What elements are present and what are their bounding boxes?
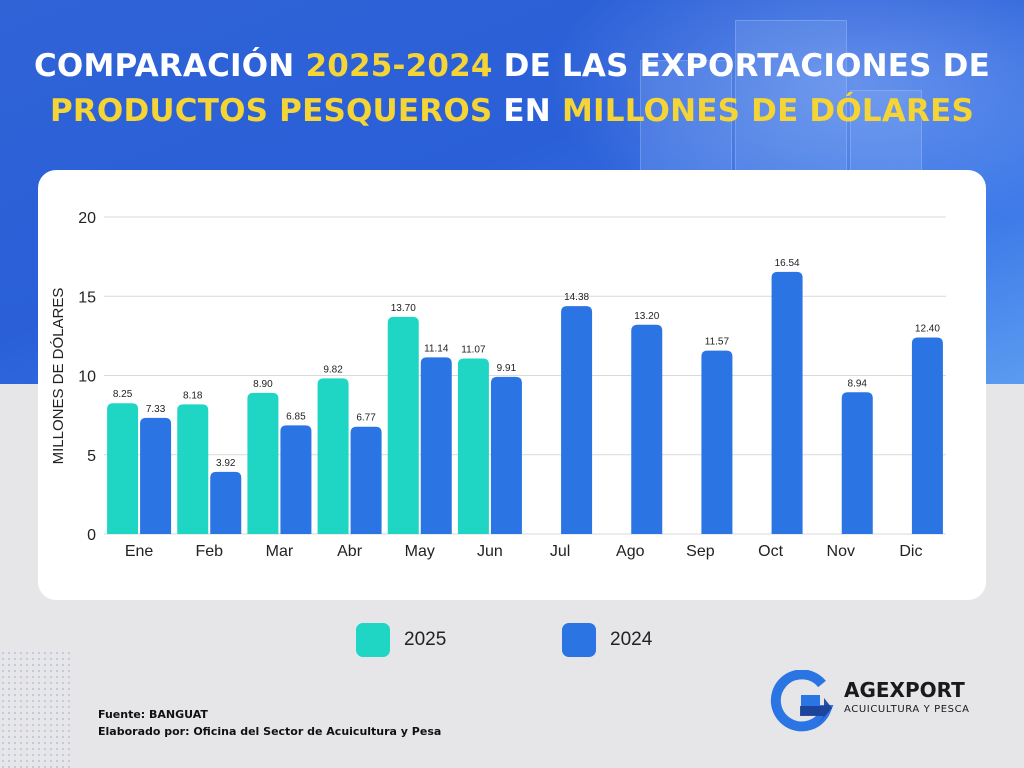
bar-2024	[210, 471, 242, 534]
bar-2025	[177, 404, 209, 534]
x-tick-label: Mar	[266, 543, 294, 560]
data-label: 12.40	[915, 323, 940, 334]
bar-2024	[841, 392, 873, 534]
y-tick-label: 10	[78, 369, 96, 386]
data-label: 13.70	[391, 303, 416, 314]
x-tick-label: Ago	[616, 543, 645, 560]
bar-2024	[280, 425, 312, 534]
dot-pattern-decoration	[0, 650, 70, 768]
chart-title: COMPARACIÓN 2025-2024 DE LAS EXPORTACION…	[0, 44, 1024, 134]
data-label: 9.82	[323, 364, 343, 375]
data-label: 16.54	[775, 258, 800, 269]
x-tick-label: Dic	[899, 543, 922, 560]
data-label: 3.92	[216, 458, 236, 469]
x-tick-label: Feb	[195, 543, 223, 560]
agexport-logo: AGEXPORT ACUICULTURA Y PESCA	[770, 670, 980, 734]
legend-label-2025: 2025	[404, 629, 447, 650]
prepared-by-text: Elaborado por: Oficina del Sector de Acu…	[98, 725, 442, 738]
data-label: 8.18	[183, 390, 203, 401]
data-label: 8.94	[848, 378, 868, 389]
bar-2024	[701, 350, 733, 534]
y-tick-label: 20	[78, 210, 96, 227]
y-axis-label: MILLONES DE DÓLARES	[50, 288, 67, 465]
data-label: 6.85	[286, 411, 306, 422]
data-label: 11.07	[461, 345, 486, 356]
data-label: 14.38	[564, 292, 589, 303]
bar-2024	[771, 271, 803, 534]
data-label: 8.90	[253, 379, 273, 390]
bar-2024	[561, 306, 593, 534]
bar-2024	[140, 417, 172, 534]
bar-chart: 0 5 10 15 20 MILLONES DE DÓLARES Ene 8.25 7.33 Fe…	[50, 210, 946, 560]
bar-2025	[247, 392, 279, 534]
bar-2024	[350, 426, 382, 534]
bar-2025	[387, 316, 419, 534]
bar-2024	[420, 357, 452, 534]
bar-2025	[107, 403, 139, 534]
bar-2025	[317, 378, 349, 534]
bar-2025	[457, 358, 489, 534]
x-tick-label: Oct	[758, 543, 783, 560]
y-tick-label: 5	[87, 448, 96, 465]
bar-2024	[490, 376, 522, 534]
data-label: 6.77	[356, 413, 376, 424]
logo-subtitle: ACUICULTURA Y PESCA	[844, 704, 970, 715]
legend-swatch-2024	[562, 623, 596, 657]
data-label: 7.33	[146, 404, 166, 415]
x-tick-label: Abr	[337, 543, 363, 560]
logo-name: AGEXPORT	[844, 678, 965, 702]
source-notes: Fuente: BANGUAT Elaborado por: Oficina d…	[98, 706, 441, 740]
data-label: 11.14	[424, 343, 449, 354]
legend-item-2025: 2025	[356, 622, 446, 658]
chart-card: 0 5 10 15 20 MILLONES DE DÓLARES Ene 8.25 7.33 Fe…	[38, 170, 986, 600]
legend-item-2024: 2024	[562, 622, 652, 658]
data-label: 9.91	[497, 363, 517, 374]
x-tick-label: May	[405, 543, 435, 560]
legend: 2025 2024	[0, 622, 1024, 658]
x-tick-label: Jun	[477, 543, 503, 560]
data-label: 11.57	[705, 337, 730, 348]
x-tick-label: Sep	[686, 543, 715, 560]
title-line-2: PRODUCTOS PESQUEROS EN MILLONES DE DÓLAR…	[49, 93, 975, 129]
bar-2024	[631, 324, 663, 534]
title-line-1: COMPARACIÓN 2025-2024 DE LAS EXPORTACION…	[33, 48, 990, 84]
data-label: 8.25	[113, 389, 133, 400]
bar-2024	[911, 337, 943, 534]
y-tick-label: 15	[78, 289, 96, 306]
source-text: Fuente: BANGUAT	[98, 708, 208, 721]
legend-swatch-2025	[356, 623, 390, 657]
data-label: 13.20	[634, 311, 659, 322]
agexport-g-arrow-icon	[770, 670, 834, 732]
legend-label-2024: 2024	[610, 629, 653, 650]
x-tick-label: Ene	[125, 543, 154, 560]
x-tick-label: Jul	[550, 543, 570, 560]
y-tick-label: 0	[87, 527, 96, 544]
x-tick-label: Nov	[827, 543, 855, 560]
